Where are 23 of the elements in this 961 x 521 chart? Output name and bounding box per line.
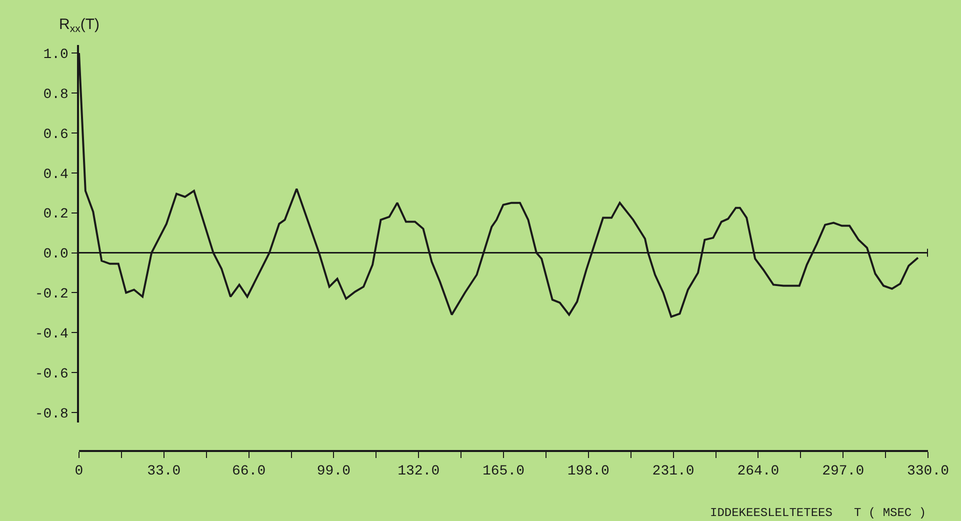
x-tick-label: 330.0 <box>906 464 950 480</box>
y-tick-label: 0.6 <box>43 126 68 143</box>
y-tick-label: -0.2 <box>34 286 68 303</box>
y-tick-label: 0.8 <box>43 86 68 103</box>
y-tick-label: -0.4 <box>34 326 68 343</box>
x-tick-label: 297.0 <box>822 464 864 480</box>
x-axis-title: IDDEKEESLELTETEES T ( MSEC ) <box>710 506 926 520</box>
y-tick-label: 0.4 <box>43 166 68 183</box>
x-tick-label: 165.0 <box>482 464 525 480</box>
x-tick-label: 0 <box>74 464 84 480</box>
x-tick-label: 264.0 <box>737 464 780 480</box>
y-tick-label: -0.6 <box>34 366 68 383</box>
x-tick-label: 33.0 <box>147 464 181 480</box>
y-tick-label: -0.8 <box>34 406 68 422</box>
x-tick-label: 132.0 <box>398 464 440 480</box>
y-tick-label: 0.2 <box>43 206 68 223</box>
x-tick-label: 198.0 <box>567 464 610 480</box>
x-tick-label: 99.0 <box>316 464 351 480</box>
y-axis-title: R$_{xx}$(T) <box>59 16 100 36</box>
x-tick-label: 231.0 <box>652 464 694 480</box>
y-tick-label: 0.0 <box>43 246 68 263</box>
y-tick-label: 1.0 <box>43 46 68 63</box>
x-tick-label: 66.0 <box>232 464 266 480</box>
